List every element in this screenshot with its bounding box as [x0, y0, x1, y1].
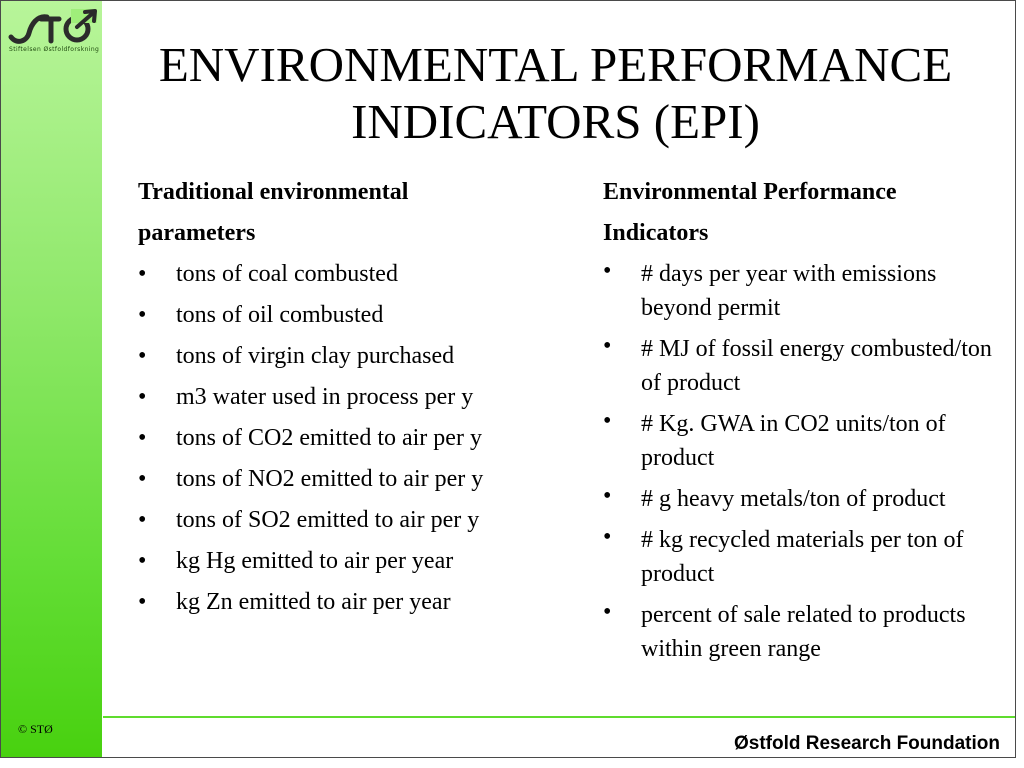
bullet-icon: •: [138, 384, 147, 410]
sidebar: Stiftelsen Østfoldforskning © STØ: [1, 1, 102, 757]
bullet-icon: •: [138, 302, 147, 328]
list-item: • # MJ of fossil energy combusted/ton of …: [603, 329, 1008, 404]
left-heading-line2: parameters: [138, 220, 256, 246]
bullet-icon: •: [138, 507, 147, 533]
bullet-icon: •: [138, 261, 147, 287]
list-item-text: # days per year with emissions beyond pe…: [641, 261, 937, 321]
bullet-icon: •: [603, 599, 612, 625]
list-item-text: percent of sale related to products with…: [641, 602, 966, 662]
footer-divider: [103, 716, 1015, 718]
list-item: • tons of oil combusted: [138, 295, 578, 336]
list-item: • # g heavy metals/ton of product: [603, 479, 1008, 520]
bullet-icon: •: [138, 425, 147, 451]
list-item: • tons of virgin clay purchased: [138, 336, 578, 377]
bullet-icon: •: [603, 333, 612, 359]
list-item-text: # Kg. GWA in CO2 units/ton of product: [641, 411, 946, 471]
right-bullet-list: • # days per year with emissions beyond p…: [603, 254, 1008, 670]
list-item: • m3 water used in process per y: [138, 377, 578, 418]
copyright-text: © STØ: [18, 722, 53, 736]
list-item-text: # g heavy metals/ton of product: [641, 486, 946, 512]
right-heading-line2: Indicators: [603, 220, 709, 246]
list-item: • tons of CO2 emitted to air per y: [138, 418, 578, 459]
left-column-heading: Traditional environmental parameters: [138, 172, 578, 254]
list-item-text: kg Zn emitted to air per year: [176, 589, 451, 615]
list-item: • # Kg. GWA in CO2 units/ton of product: [603, 404, 1008, 479]
logo-subtitle: Stiftelsen Østfoldforskning: [9, 46, 100, 53]
list-item-text: tons of CO2 emitted to air per y: [176, 425, 482, 451]
list-item: • percent of sale related to products wit…: [603, 595, 1008, 670]
slide-title: ENVIRONMENTAL PERFORMANCE INDICATORS (EP…: [103, 36, 1008, 150]
list-item-text: tons of SO2 emitted to air per y: [176, 507, 480, 533]
bullet-icon: •: [603, 408, 612, 434]
list-item: • tons of SO2 emitted to air per y: [138, 500, 578, 541]
right-column-heading: Environmental Performance Indicators: [603, 172, 1008, 254]
sto-logo-icon: [8, 9, 97, 44]
list-item: • tons of coal combusted: [138, 254, 578, 295]
list-item-text: # kg recycled materials per ton of produ…: [641, 527, 964, 587]
right-column: Environmental Performance Indicators • # …: [603, 172, 1008, 670]
bullet-icon: •: [603, 524, 612, 550]
footer-organization: Østfold Research Foundation: [733, 733, 1000, 754]
list-item: • tons of NO2 emitted to air per y: [138, 459, 578, 500]
list-item: • # kg recycled materials per ton of prod…: [603, 520, 1008, 595]
list-item-text: tons of oil combusted: [176, 302, 384, 328]
left-column: Traditional environmental parameters • to…: [138, 172, 578, 623]
list-item: • kg Zn emitted to air per year: [138, 582, 578, 623]
right-heading-line1: Environmental Performance: [603, 179, 897, 205]
list-item-text: kg Hg emitted to air per year: [176, 548, 454, 574]
slide-title-line2: INDICATORS (EPI): [351, 94, 760, 149]
list-item-text: m3 water used in process per y: [176, 384, 474, 410]
list-item: • # days per year with emissions beyond p…: [603, 254, 1008, 329]
slide-frame: [0, 0, 1016, 758]
list-item-text: tons of coal combusted: [176, 261, 398, 287]
slide-title-line1: ENVIRONMENTAL PERFORMANCE: [158, 37, 953, 92]
bullet-icon: •: [138, 589, 147, 615]
list-item-text: # MJ of fossil energy combusted/ton of p…: [641, 336, 992, 396]
bullet-icon: •: [138, 548, 147, 574]
bullet-icon: •: [603, 483, 612, 509]
left-heading-line1: Traditional environmental: [138, 179, 409, 205]
left-bullet-list: • tons of coal combusted • tons of oil com…: [138, 254, 578, 623]
bullet-icon: •: [138, 343, 147, 369]
list-item-text: tons of virgin clay purchased: [176, 343, 455, 369]
list-item-text: tons of NO2 emitted to air per y: [176, 466, 484, 492]
list-item: • kg Hg emitted to air per year: [138, 541, 578, 582]
bullet-icon: •: [603, 258, 612, 284]
bullet-icon: •: [138, 466, 147, 492]
